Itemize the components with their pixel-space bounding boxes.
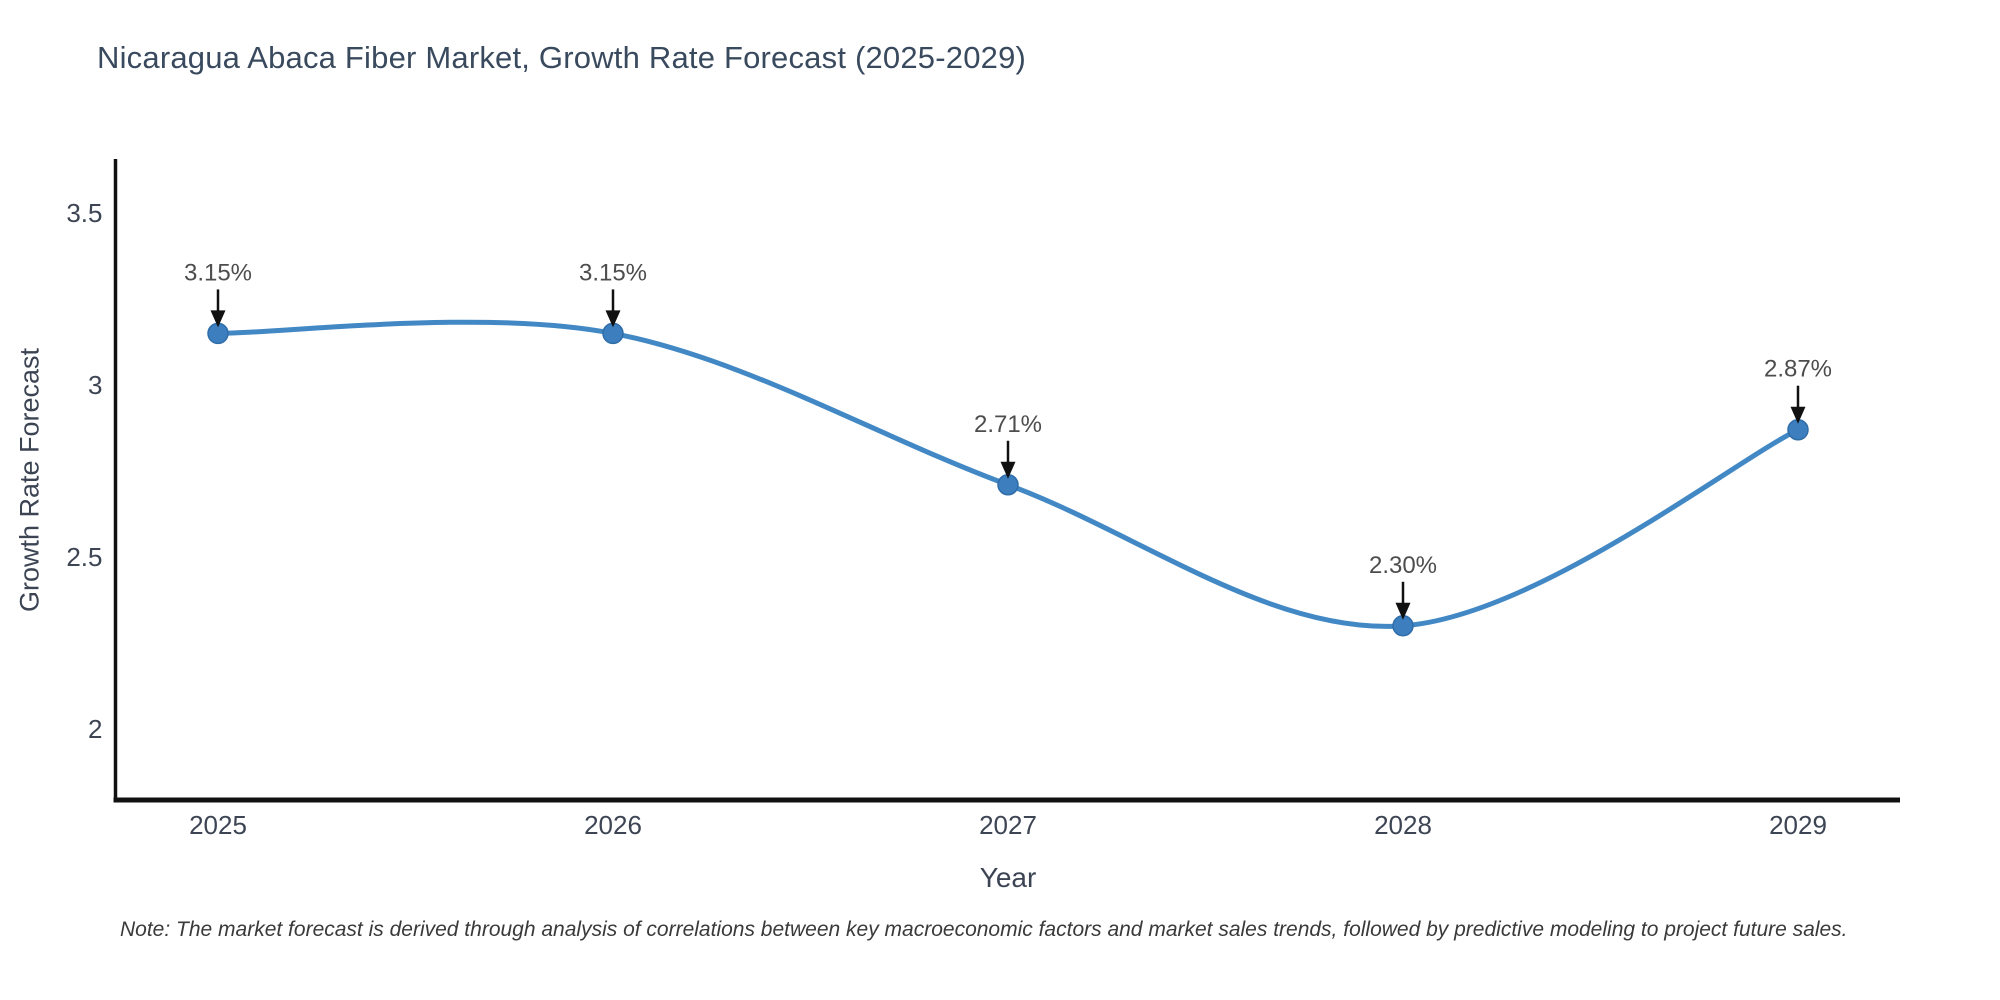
annotation-arrowhead (605, 310, 621, 328)
y-tick-label: 3.5 (66, 198, 102, 228)
data-point-label: 2.30% (1369, 552, 1437, 579)
data-point-label: 3.15% (184, 259, 252, 286)
y-tick-label: 2 (88, 714, 102, 744)
footnote: Note: The market forecast is derived thr… (120, 918, 1848, 941)
y-tick-label: 3 (88, 370, 102, 400)
data-point-label: 2.71% (974, 411, 1042, 438)
y-tick-label: 2.5 (66, 542, 102, 572)
x-tick-label: 2028 (1374, 810, 1432, 840)
data-point-label: 2.87% (1764, 356, 1832, 383)
annotation-arrowhead (1395, 602, 1411, 620)
x-tick-label: 2027 (979, 810, 1037, 840)
annotation-arrowhead (1000, 461, 1016, 479)
x-tick-label: 2026 (584, 810, 642, 840)
x-axis-title: Year (979, 862, 1037, 893)
data-point-label: 3.15% (579, 259, 647, 286)
x-tick-label: 2025 (189, 810, 247, 840)
annotation-arrowhead (1790, 406, 1806, 424)
chart-title: Nicaragua Abaca Fiber Market, Growth Rat… (97, 40, 1027, 75)
annotation-arrowhead (210, 310, 226, 328)
x-tick-label: 2029 (1769, 810, 1827, 840)
